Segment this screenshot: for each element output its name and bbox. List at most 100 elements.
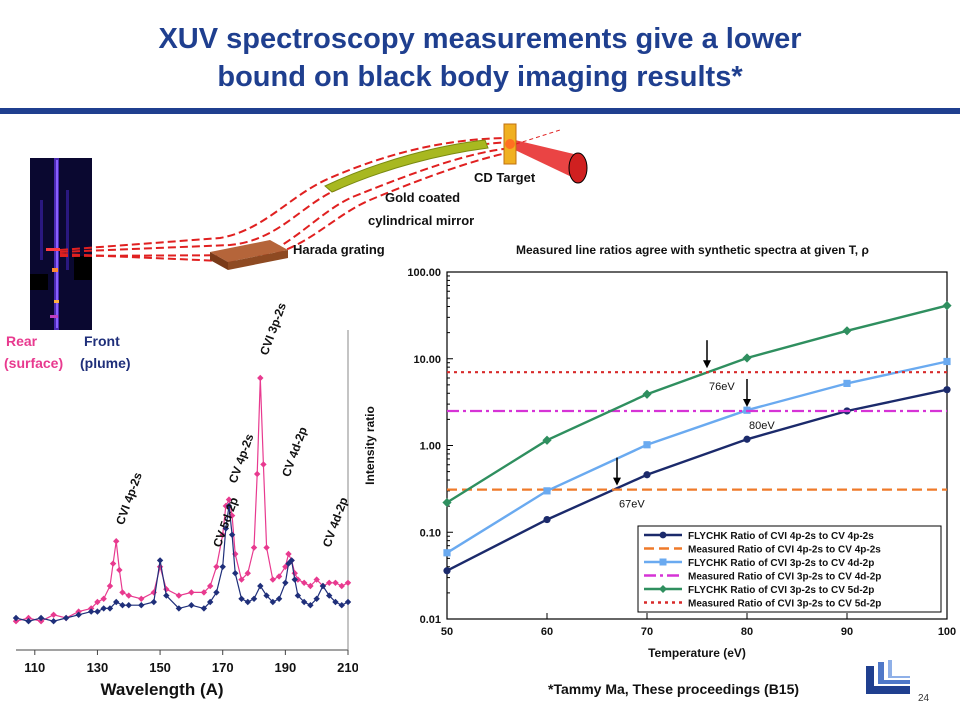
x-tick-label: 80: [741, 626, 753, 638]
legend-entry: FLYCHK Ratio of CVI 4p-2s to CV 4p-2s: [688, 531, 874, 542]
series-1-point: [250, 544, 258, 551]
legend-marker: [659, 558, 667, 566]
series-1-point: [344, 579, 352, 586]
series-2-point: [232, 570, 239, 577]
data-point: [443, 549, 451, 557]
peak-label: CV 4p-2s: [226, 432, 257, 485]
series-2-point: [263, 592, 270, 599]
x-tick-label: 100: [938, 626, 956, 638]
x-tick-label: 110: [24, 660, 45, 675]
series-2-point: [338, 602, 345, 609]
flychk-line-1: [446, 388, 948, 572]
legend-box: [637, 525, 942, 613]
legend-entry: Measured Ratio of CVI 4p-2s to CV 4p-2s: [688, 545, 881, 556]
series-2-point: [113, 598, 120, 606]
series-1-point: [125, 592, 132, 599]
legend-entry: Measured Ratio of CVI 3p-2s to CV 4d-2p: [688, 572, 881, 583]
series-2-point: [138, 602, 145, 609]
front-label-2: (plume): [80, 355, 131, 371]
title-divider: [0, 108, 960, 114]
gold-mirror: [324, 139, 489, 193]
series-1-point: [163, 586, 170, 593]
peak-label: CV 4d-2p: [320, 495, 351, 549]
series-2-point: [150, 598, 158, 606]
series-2-point: [275, 595, 283, 602]
ratio-chart: 0.01 0.10 1.00 10.00 100.00 50 60 70 80 90 100 Temp…: [363, 267, 956, 660]
x-tick-label: 150: [149, 660, 171, 675]
series-line-2: [15, 505, 349, 622]
data-point: [443, 567, 451, 575]
series-1-point: [291, 570, 298, 577]
data-point: [543, 515, 551, 524]
annotation-arrowhead: [743, 398, 751, 407]
data-point: [742, 353, 752, 363]
series-2-point: [225, 502, 233, 510]
data-point: [743, 435, 751, 443]
series-2-point: [62, 614, 70, 622]
front-label-1: Front: [84, 333, 120, 349]
series-2-point: [156, 557, 164, 564]
series-1-point: [94, 598, 101, 606]
series-1-point: [307, 582, 314, 590]
annotation-label: 76eV: [709, 381, 735, 393]
x-tick-label: 130: [87, 660, 109, 675]
data-point: [943, 386, 951, 394]
data-point: [942, 300, 952, 311]
series-1-point: [257, 374, 264, 382]
peak-label: CV 5d-2p: [210, 495, 241, 549]
series-1-point: [332, 579, 339, 586]
series-2-point: [213, 589, 220, 596]
series-1-point: [175, 592, 183, 599]
series-1-point: [338, 582, 345, 590]
data-point: [642, 389, 652, 399]
spectrum-chart: 110 130 150 170 190 210 Wavelength (A) CVI 4p-2…: [12, 301, 358, 699]
series-1-point: [238, 576, 245, 583]
series-2-point: [282, 579, 289, 586]
series-1-point: [313, 576, 320, 583]
series-2-point: [50, 618, 57, 625]
peak-label: CVI 4p-2s: [113, 470, 145, 526]
series-1-point: [225, 496, 233, 503]
x-tick-label: 50: [441, 626, 453, 638]
series-1-point: [156, 563, 164, 570]
series-1-point: [106, 582, 114, 590]
footnote: *Tammy Ma, These proceedings (B15): [548, 681, 800, 697]
data-point: [543, 487, 551, 495]
series-1-point: [200, 589, 208, 596]
data-point: [943, 357, 951, 366]
series-2-point: [250, 595, 258, 602]
target-dashed-line: [515, 129, 561, 145]
annotation-label: 80eV: [749, 420, 775, 432]
x-tick-label: 90: [841, 626, 853, 638]
y-tick-label: 100.00: [407, 267, 441, 279]
series-2-point: [238, 595, 245, 602]
series-2-point: [219, 563, 226, 570]
y-tick-label: 0.01: [420, 614, 441, 626]
series-1-point: [253, 470, 261, 478]
series-1-point: [206, 582, 214, 590]
series-2-point: [188, 602, 195, 609]
series-1-point: [188, 589, 195, 596]
series-1-point: [100, 595, 107, 602]
series-1-point: [285, 550, 292, 558]
series-2-point: [37, 614, 45, 622]
data-point: [442, 497, 452, 508]
series-2-point: [269, 598, 277, 606]
x-axis-label: Wavelength (A): [100, 680, 223, 699]
y-tick-label: 10.00: [413, 354, 441, 366]
series-2-point: [175, 605, 183, 612]
slide-title: XUV spectroscopy measurements give a low…: [0, 20, 960, 96]
page-number: 24: [918, 693, 930, 704]
rear-label-1: Rear: [6, 333, 38, 349]
series-2-point: [244, 598, 251, 606]
x-axis-label: Temperature (eV): [648, 646, 746, 660]
series-2-point: [332, 598, 339, 606]
series-line-1: [15, 377, 349, 622]
harada-grating: [210, 240, 288, 270]
series-1-point: [116, 566, 123, 574]
mirror-label-1: Gold coated: [385, 190, 461, 205]
series-2-point: [125, 602, 132, 609]
series-2-point: [319, 582, 327, 590]
data-point: [843, 379, 851, 387]
series-1-point: [275, 573, 283, 580]
